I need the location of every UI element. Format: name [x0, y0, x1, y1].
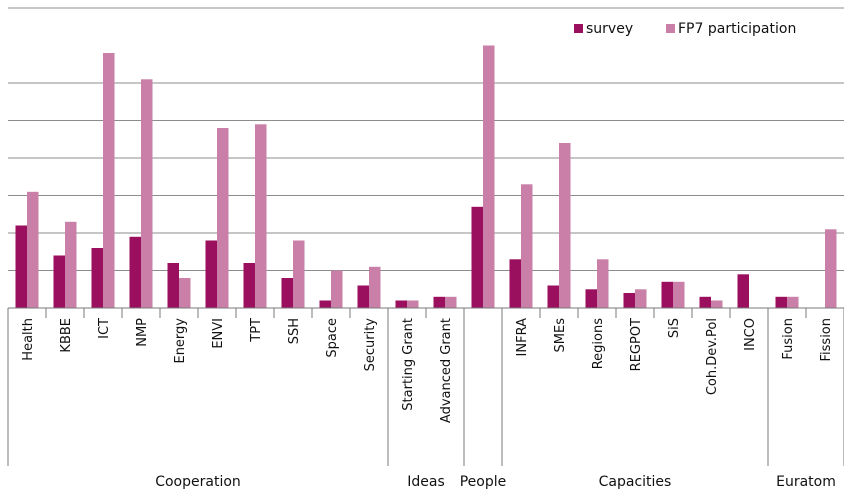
category-label: ENVI: [211, 318, 226, 349]
category-label: Coh.Dev.Pol: [705, 318, 720, 395]
category-label: INCO: [743, 318, 758, 351]
bar-survey-1: [53, 255, 65, 308]
bar-fp7-8: [331, 270, 343, 308]
bar-fp7-5: [217, 128, 229, 308]
category-label: REGPOT: [629, 318, 644, 371]
category-label: TPT: [249, 318, 264, 343]
group-label: Ideas: [407, 474, 445, 490]
bar-survey-20: [775, 296, 787, 309]
bar-fp7-15: [597, 259, 609, 309]
bars: [15, 45, 837, 309]
bar-fp7-7: [293, 240, 305, 308]
bar-survey-0: [15, 225, 27, 308]
bar-survey-2: [91, 248, 103, 308]
category-label: Security: [363, 318, 378, 372]
group-label: Cooperation: [155, 474, 241, 490]
bar-fp7-11: [445, 296, 457, 309]
bar-survey-4: [167, 263, 179, 308]
bar-fp7-20: [787, 296, 799, 309]
bar-survey-12: [471, 206, 483, 309]
legend-swatch: [666, 24, 675, 33]
bar-fp7-16: [635, 289, 647, 309]
legend: survey FP7 participation: [574, 21, 796, 37]
legend-label: FP7 participation: [678, 21, 796, 37]
category-label: SiS: [667, 318, 682, 338]
category-label: Fission: [819, 318, 834, 362]
category-label: ICT: [97, 318, 112, 339]
category-label: Space: [325, 318, 340, 358]
bar-fp7-13: [521, 184, 533, 309]
category-label: NMP: [135, 318, 150, 347]
bar-survey-10: [395, 300, 407, 308]
category-label: INFRA: [515, 318, 530, 357]
bar-survey-3: [129, 236, 141, 309]
bar-survey-14: [547, 285, 559, 308]
bar-fp7-1: [65, 221, 77, 309]
bar-fp7-17: [673, 281, 685, 309]
gridlines: [8, 7, 844, 271]
category-label: Advanced Grant: [439, 318, 454, 423]
group-label: People: [460, 474, 507, 490]
legend-swatch: [574, 24, 583, 33]
group-label: Euratom: [776, 474, 836, 490]
bar-fp7-2: [103, 53, 115, 308]
bar-fp7-0: [27, 191, 39, 309]
bar-survey-7: [281, 278, 293, 308]
bar-survey-16: [623, 293, 635, 308]
bar-fp7-6: [255, 124, 267, 309]
bar-survey-19: [737, 274, 749, 309]
bar-survey-17: [661, 281, 673, 309]
bar-fp7-3: [141, 79, 153, 309]
bar-survey-18: [699, 296, 711, 309]
legend-label: survey: [586, 21, 633, 37]
category-label: Fusion: [781, 318, 796, 360]
bar-fp7-18: [711, 300, 723, 308]
category-label: SMEs: [553, 318, 568, 353]
bar-survey-11: [433, 296, 445, 309]
bar-fp7-12: [483, 45, 495, 308]
bar-survey-9: [357, 285, 369, 308]
category-label: Energy: [173, 318, 188, 364]
bar-fp7-9: [369, 266, 381, 309]
bar-fp7-14: [559, 143, 571, 308]
bar-survey-8: [319, 300, 331, 308]
bar-fp7-4: [179, 278, 191, 308]
bar-survey-15: [585, 289, 597, 309]
category-label: Starting Grant: [401, 318, 416, 411]
category-label: Regions: [591, 318, 606, 370]
category-label: Health: [21, 318, 36, 361]
group-label: Capacities: [599, 474, 672, 490]
category-labels: Health KBBE ICT NMP Energy ENVI TPT SSH Space Sec…: [21, 318, 834, 423]
category-label: KBBE: [59, 318, 74, 353]
bar-survey-13: [509, 259, 521, 309]
category-label: SSH: [287, 318, 302, 344]
bar-fp7-10: [407, 300, 419, 308]
group-labels: Cooperation Ideas People Capacities Euratom: [155, 474, 836, 490]
axes: [7, 307, 844, 466]
bar-survey-5: [205, 240, 217, 308]
bar-fp7-21: [825, 229, 837, 309]
bar-survey-6: [243, 263, 255, 308]
